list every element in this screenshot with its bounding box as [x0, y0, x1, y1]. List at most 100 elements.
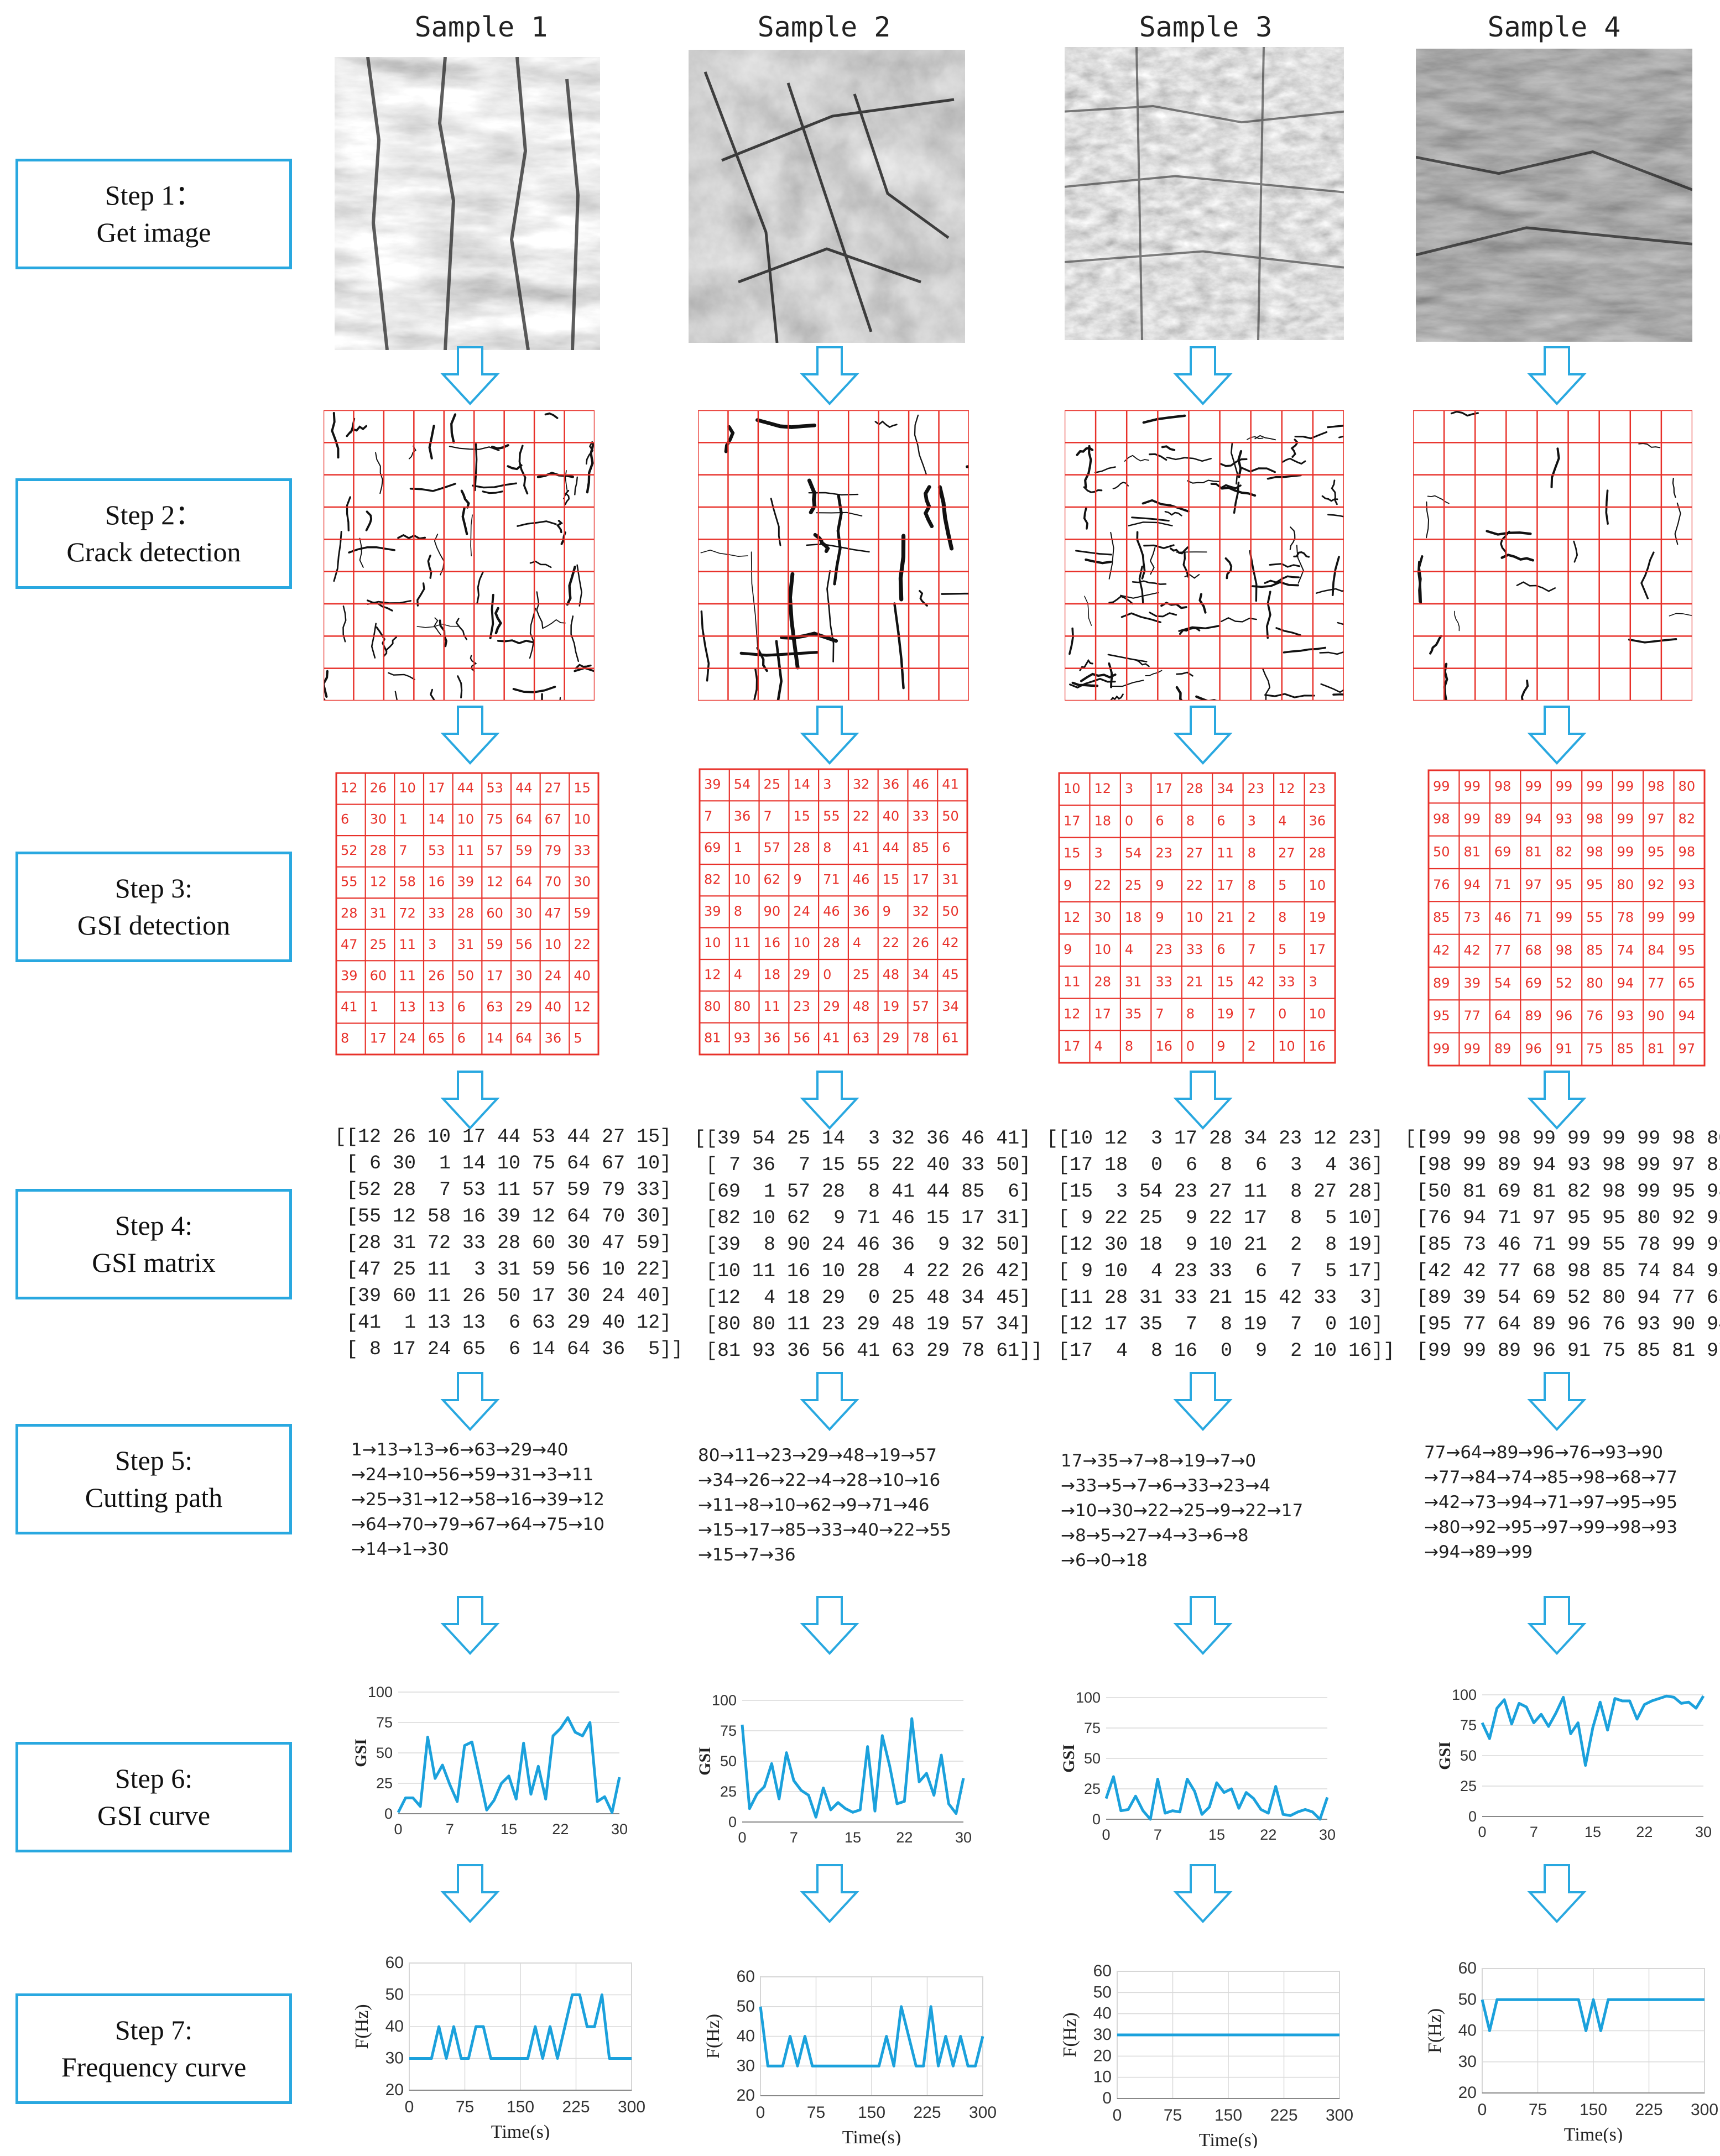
gsi-cell-value: 17 [1309, 942, 1326, 957]
x-tick-label: 15 [1208, 1826, 1225, 1843]
gsi-cell-value: 17 [428, 780, 445, 796]
gsi-cell-value: 13 [428, 999, 445, 1015]
y-axis-label: F(Hz) [1425, 2008, 1445, 2053]
gsi-cell-value: 11 [734, 935, 751, 951]
x-tick-label: 7 [1530, 1824, 1538, 1840]
y-axis-label: GSI [354, 1739, 370, 1767]
gsi-cell-value: 95 [1679, 942, 1696, 958]
gsi-cell-value: 77 [1648, 975, 1665, 991]
gsi-cell-value: 8 [341, 1031, 349, 1046]
gsi-cell-value: 75 [486, 812, 503, 827]
x-tick-label: 15 [1585, 1824, 1601, 1840]
gsi-cell-value: 7 [1155, 1006, 1164, 1022]
gsi-cell-value: 98 [1433, 811, 1450, 827]
gsi-cell-value: 85 [912, 840, 929, 855]
flow-arrow [440, 1071, 500, 1130]
gsi-cell-value: 25 [1125, 878, 1142, 893]
y-tick-label: 60 [1093, 1962, 1112, 1980]
x-tick-label: 0 [1102, 1826, 1110, 1843]
flow-arrow [440, 346, 500, 405]
gsi-cell-value: 65 [1679, 975, 1696, 991]
gsi-cell-value: 41 [823, 1030, 840, 1046]
gsi-cell-value: 12 [370, 874, 387, 890]
gsi-cell-value: 93 [1617, 1008, 1634, 1024]
gsi-cell-value: 95 [1586, 877, 1603, 892]
gsi-cell-value: 13 [399, 999, 416, 1015]
y-tick-label: 25 [376, 1775, 393, 1792]
y-tick-label: 50 [1093, 1983, 1112, 2001]
y-tick-label: 50 [1460, 1747, 1477, 1764]
gsi-cell-value: 99 [1586, 779, 1603, 794]
gsi-cell-value: 18 [1125, 910, 1142, 925]
flow-arrow [1173, 1372, 1233, 1431]
gsi-cell-value: 36 [545, 1031, 562, 1046]
gsi-cell-value: 10 [734, 872, 751, 888]
flow-arrow [800, 1864, 859, 1923]
gsi-cell-value: 28 [1094, 974, 1111, 989]
gsi-cell-value: 98 [1494, 779, 1511, 794]
x-tick-label: 300 [618, 2098, 645, 2116]
y-tick-label: 25 [1460, 1778, 1477, 1794]
flow-arrow [440, 1596, 500, 1655]
gsi-cell-value: 10 [399, 780, 416, 796]
gsi-cell-value: 7 [399, 843, 407, 858]
gsi-cell-value: 33 [1278, 974, 1295, 989]
gsi-cell-value: 12 [1094, 781, 1111, 796]
gsi-cell-value: 11 [399, 937, 416, 952]
step-5-box: Step 5: Cutting path [15, 1424, 292, 1534]
gsi-cell-value: 47 [341, 937, 358, 952]
gsi-cell-value: 84 [1648, 942, 1665, 958]
gsi-cell-value: 81 [1463, 844, 1481, 859]
gsi-cell-value: 16 [764, 935, 781, 951]
gsi-cell-value: 94 [1463, 877, 1481, 892]
y-tick-label: 60 [385, 1954, 404, 1972]
gsi-cell-value: 26 [370, 780, 387, 796]
crack-grid-lines [698, 410, 969, 701]
step-2-subtitle: Crack detection [66, 536, 241, 567]
gsi-cell-value: 6 [942, 840, 950, 855]
gsi-cell-value: 90 [764, 904, 781, 919]
x-tick-label: 30 [1695, 1824, 1712, 1840]
gsi-cell-value: 26 [912, 935, 929, 951]
step-3-subtitle: GSI detection [77, 910, 231, 941]
gsi-cell-value: 16 [428, 874, 445, 890]
y-axis-label: GSI [1062, 1744, 1078, 1773]
x-tick-label: 75 [1529, 2101, 1547, 2119]
gsi-cell-value: 46 [823, 904, 840, 919]
flow-arrow [1173, 1596, 1233, 1655]
gsi-cell-value: 99 [1617, 779, 1634, 794]
gsi-cell-value: 17 [1217, 878, 1234, 893]
y-tick-label: 50 [385, 1986, 404, 2004]
x-tick-label: 30 [1319, 1826, 1336, 1843]
gsi-cell-value: 8 [1248, 845, 1256, 861]
gsi-cell-value: 3 [823, 777, 831, 792]
gsi-cell-value: 17 [1155, 781, 1172, 796]
series-line [1481, 1694, 1705, 1767]
step-7-subtitle: Frequency curve [61, 2051, 247, 2082]
y-tick-label: 0 [1092, 1811, 1101, 1828]
gsi-cell-value: 29 [793, 967, 810, 983]
gsi-cell-value: 21 [1217, 910, 1234, 925]
gsi-cell-value: 62 [764, 872, 781, 888]
gsi-cell-value: 8 [734, 904, 742, 919]
sample-1-header: Sample 1 [414, 11, 548, 43]
gsi-cell-value: 29 [883, 1030, 900, 1046]
gsi-cell-value: 89 [1494, 811, 1511, 827]
gsi-cell-value: 8 [1125, 1038, 1133, 1054]
gsi-cell-value: 73 [1463, 910, 1481, 925]
gsi-cell-value: 4 [1125, 942, 1133, 957]
gsi-cell-value: 69 [1494, 844, 1511, 859]
x-tick-label: 15 [845, 1829, 861, 1846]
y-tick-label: 30 [1458, 2053, 1477, 2071]
gsi-cell-value: 80 [1679, 779, 1696, 794]
x-tick-label: 0 [394, 1821, 402, 1837]
crack-grid-lines [1065, 410, 1344, 701]
step-5-subtitle: Cutting path [85, 1482, 223, 1513]
gsi-cell-value: 14 [486, 1031, 503, 1046]
gsi-cell-value: 4 [853, 935, 861, 951]
flow-arrow [1527, 1596, 1587, 1655]
gsi-cell-value: 7 [704, 808, 712, 824]
flow-arrow [1527, 346, 1587, 405]
gsi-cell-value: 82 [1556, 844, 1573, 859]
gsi-cell-value: 12 [1064, 910, 1081, 925]
